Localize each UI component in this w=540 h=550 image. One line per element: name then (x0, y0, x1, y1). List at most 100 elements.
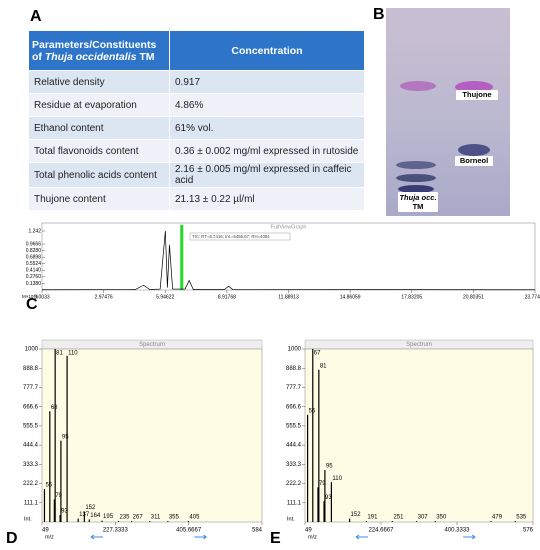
x-tick-label: 23.77497 (525, 294, 540, 300)
peak-label: 251 (393, 515, 404, 521)
peak-label: 68 (51, 405, 58, 411)
y-tick-label: 222.2 (286, 481, 302, 487)
table-cell: 61% vol. (169, 116, 365, 140)
y-tick-label: 1000 (288, 347, 302, 353)
x-tick-label: 5.94622 (156, 294, 174, 300)
peak-label: 267 (133, 515, 144, 521)
y-tick-label: 1.242 (28, 228, 41, 234)
x-tick-label: 8.91768 (218, 294, 236, 300)
table-cell: 21.13 ± 0.22 µl/ml (169, 187, 365, 211)
peak-label: 93 (61, 509, 68, 515)
y-tick-label: 333.3 (286, 462, 302, 468)
annotation: TIC: RT=6.7416; Int.=5466.67; RH=4084 (192, 234, 270, 239)
y-tick-label: 0.8280 (26, 248, 42, 254)
peak-label: 311 (151, 515, 161, 521)
x-axis-label: m/z (308, 534, 317, 540)
table-cell: Thujone content (28, 187, 170, 211)
y-tick-label: 0.5524 (26, 261, 42, 267)
multiplier: M×10^6 (22, 294, 38, 299)
y-tick-label: 666.6 (23, 404, 39, 410)
panel-label: A (30, 8, 42, 25)
panel-label: B (373, 6, 385, 23)
plot-area (41, 348, 263, 523)
parameters-table: Parameters/Constituents of Thuja occident… (28, 30, 365, 211)
y-tick-label: 555.5 (23, 423, 39, 429)
peak-label: 535 (516, 515, 527, 521)
peak-label: 110 (332, 476, 342, 482)
peak-label: 307 (418, 515, 429, 521)
y-tick-label: 888.8 (286, 366, 302, 372)
y-tick-label: 0.1380 (26, 281, 42, 287)
y-tick-label: 111.1 (24, 500, 39, 506)
y-tick-label: 333.3 (23, 462, 39, 468)
peak-label: 55 (45, 483, 52, 489)
x-tick-label: 11.88913 (278, 294, 299, 300)
x-tick-label: 49 (305, 528, 312, 534)
y-tick-label: 111.1 (287, 500, 302, 506)
tlc-plate (386, 8, 510, 216)
y-tick-label: 444.4 (23, 443, 39, 449)
peak-label: 95 (326, 464, 333, 470)
y-tick-label: 555.5 (286, 423, 302, 429)
spot-label: Thujone (462, 90, 491, 99)
x-tick-label: 584 (252, 528, 263, 534)
lane-label: TM (413, 202, 424, 211)
chart-title: FullViewGraph (271, 224, 307, 230)
x-tick-label: 405.6667 (176, 528, 202, 534)
panel-label: D (6, 530, 18, 547)
y-tick-label: 777.7 (23, 385, 39, 391)
scroll-arrow (90, 534, 103, 540)
x-tick-label: 400.3333 (444, 528, 470, 534)
spot-label: Borneol (460, 156, 488, 165)
y-axis-label: Int. (287, 516, 295, 522)
rt-marker (180, 225, 184, 290)
table-row: Total phenolic acids content 2.16 ± 0.005… (28, 162, 365, 188)
peak-label: 350 (436, 515, 447, 521)
table-cell: Total phenolic acids content (28, 162, 170, 188)
y-tick-label: 0.6898 (26, 255, 42, 261)
x-tick-label: 224.6667 (368, 528, 394, 534)
table-cell: 2.16 ± 0.005 mg/ml expressed in caffeic … (169, 162, 365, 188)
table-cell: 0.917 (169, 70, 365, 94)
peak-label: 152 (85, 505, 96, 511)
table-cell: Relative density (28, 70, 170, 94)
y-tick-label: 0.2760 (26, 274, 42, 280)
x-tick-label: 17.83205 (401, 294, 422, 300)
peak-label: 164 (90, 513, 101, 519)
panel-label: C (26, 296, 38, 313)
lane-label: Thuja occ. (399, 193, 436, 202)
peak-label: 67 (314, 351, 321, 357)
x-tick-label: 2.97476 (95, 294, 113, 300)
x-axis-label: m/z (45, 534, 54, 540)
table-row: Thujone content 21.13 ± 0.22 µl/ml (28, 187, 365, 211)
peak-label: 479 (492, 515, 503, 521)
scroll-arrow (355, 534, 368, 540)
scroll-arrow (194, 534, 207, 540)
table-row: Residue at evaporation 4.86% (28, 93, 365, 117)
y-tick-label: 666.6 (286, 404, 302, 410)
y-tick-label: 777.7 (286, 385, 302, 391)
peak-label: 191 (367, 515, 378, 521)
peak-label: 81 (320, 363, 327, 369)
table-row: Ethanol content 61% vol. (28, 116, 365, 140)
y-tick-label: 1000 (25, 347, 39, 353)
peak-label: 93 (325, 495, 332, 501)
peak-label: 405 (189, 515, 200, 521)
annotation-box (189, 232, 291, 241)
table-row: Total flavonoids content 0.36 ± 0.002 mg/… (28, 139, 365, 163)
y-tick-label: 888.8 (23, 366, 39, 372)
y-tick-label: 444.4 (286, 443, 302, 449)
table-row: Relative density 0.917 (28, 70, 365, 94)
header-cell: Concentration (169, 30, 365, 71)
peak-label: 152 (351, 512, 362, 518)
x-tick-label: 14.86059 (340, 294, 361, 300)
x-tick-label: 576 (523, 528, 534, 534)
table-cell: Ethanol content (28, 116, 170, 140)
y-axis-label: Int. (24, 516, 32, 522)
peak-label: 95 (62, 434, 69, 440)
peak-label: 81 (56, 351, 63, 357)
peak-label: 79 (55, 493, 62, 499)
x-tick-label: 0.0033 (34, 294, 50, 300)
